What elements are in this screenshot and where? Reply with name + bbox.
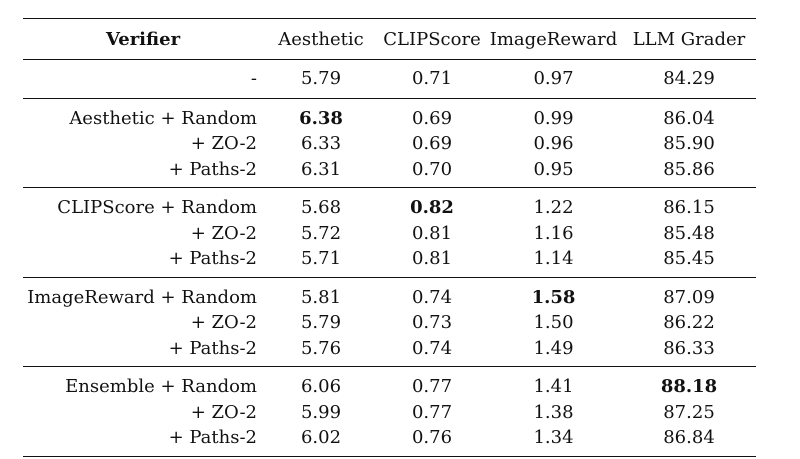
table-row: + ZO-2 5.99 0.77 1.38 87.25 <box>23 400 756 426</box>
results-table: Verifier Aesthetic CLIPScore ImageReward… <box>23 18 756 457</box>
cell-clipscore: 0.81 <box>411 248 453 270</box>
table-row: + Paths-2 6.31 0.70 0.95 85.86 <box>23 157 756 188</box>
table-row: Ensemble + Random 6.06 0.77 1.41 88.18 <box>23 366 756 400</box>
cell-aesthetic: 6.02 <box>263 425 379 457</box>
table-row: + Paths-2 6.02 0.76 1.34 86.84 <box>23 425 756 457</box>
cell-clipscore: 0.74 <box>379 276 485 310</box>
row-label: Ensemble + Random <box>23 366 263 400</box>
header-clipscore: CLIPScore <box>379 18 485 60</box>
cell-aesthetic: 6.33 <box>300 133 342 155</box>
cell-clipscore: 0.77 <box>411 401 453 423</box>
cell-llm-grader: 86.33 <box>663 337 715 359</box>
row-label: + Paths-2 <box>23 425 263 457</box>
cell-aesthetic: 5.79 <box>300 68 342 90</box>
cell-aesthetic: 5.71 <box>300 248 342 270</box>
table-body: - 5.79 0.71 0.97 84.29 Aesthetic + Rando… <box>23 60 756 457</box>
row-label: + ZO-2 <box>190 222 257 244</box>
cell-llm-grader: 87.09 <box>622 276 756 310</box>
cell-imagereward: 1.41 <box>485 366 622 400</box>
table-row: + ZO-2 6.33 0.69 0.96 85.90 <box>23 131 756 157</box>
row-label: CLIPScore + Random <box>23 187 263 221</box>
cell-llm-grader: 85.90 <box>663 133 715 155</box>
header-verifier: Verifier <box>23 18 263 60</box>
row-label: + Paths-2 <box>168 158 257 180</box>
cell-aesthetic: 6.38 <box>263 97 379 131</box>
cell-imagereward: 1.49 <box>533 337 574 359</box>
cell-imagereward: 0.95 <box>533 158 574 180</box>
cell-imagereward: 1.14 <box>533 248 574 270</box>
cell-imagereward: 1.58 <box>485 276 622 310</box>
cell-clipscore: 0.74 <box>411 337 453 359</box>
cell-aesthetic: 5.72 <box>300 222 342 244</box>
cell-llm-grader: 85.86 <box>663 158 715 180</box>
cell-imagereward: 1.34 <box>485 425 622 457</box>
results-table-container: Verifier Aesthetic CLIPScore ImageReward… <box>23 18 756 457</box>
cell-aesthetic: 6.31 <box>300 158 342 180</box>
cell-llm-grader: 86.84 <box>622 425 756 457</box>
table-row: + Paths-2 5.71 0.81 1.14 85.45 <box>23 246 756 277</box>
row-label: ImageReward + Random <box>23 276 263 310</box>
cell-aesthetic: 5.99 <box>300 401 342 423</box>
cell-imagereward: 1.22 <box>485 187 622 221</box>
header-aesthetic: Aesthetic <box>263 18 379 60</box>
cell-clipscore: 0.70 <box>411 158 453 180</box>
row-label: + ZO-2 <box>190 401 257 423</box>
cell-clipscore: 0.76 <box>379 425 485 457</box>
cell-imagereward: 1.38 <box>533 401 574 423</box>
row-label: + ZO-2 <box>190 133 257 155</box>
cell-clipscore: 0.71 <box>411 68 453 90</box>
cell-clipscore: 0.69 <box>411 133 453 155</box>
table-row: + ZO-2 5.79 0.73 1.50 86.22 <box>23 310 756 336</box>
cell-llm-grader: 88.18 <box>622 366 756 400</box>
row-label: + Paths-2 <box>168 248 257 270</box>
cell-llm-grader: 86.22 <box>663 312 715 334</box>
header-llm-grader: LLM Grader <box>622 18 756 60</box>
cell-clipscore: 0.81 <box>411 222 453 244</box>
cell-imagereward: 0.99 <box>485 97 622 131</box>
table-row-baseline: - 5.79 0.71 0.97 84.29 <box>23 60 756 99</box>
cell-llm-grader: 85.48 <box>663 222 715 244</box>
table-row: Aesthetic + Random 6.38 0.69 0.99 86.04 <box>23 97 756 131</box>
header-row: Verifier Aesthetic CLIPScore ImageReward… <box>23 18 756 60</box>
cell-llm-grader: 87.25 <box>663 401 715 423</box>
header-imagereward: ImageReward <box>485 18 622 60</box>
cell-imagereward: 1.50 <box>533 312 574 334</box>
cell-llm-grader: 86.15 <box>622 187 756 221</box>
cell-clipscore: 0.77 <box>379 366 485 400</box>
table-row: CLIPScore + Random 5.68 0.82 1.22 86.15 <box>23 187 756 221</box>
cell-llm-grader: 85.45 <box>663 248 715 270</box>
table-row: + ZO-2 5.72 0.81 1.16 85.48 <box>23 221 756 247</box>
cell-llm-grader: 86.04 <box>622 97 756 131</box>
cell-clipscore: 0.82 <box>379 187 485 221</box>
cell-aesthetic: 5.76 <box>300 337 342 359</box>
row-label: + Paths-2 <box>168 337 257 359</box>
cell-imagereward: 1.16 <box>533 222 574 244</box>
cell-aesthetic: 5.68 <box>263 187 379 221</box>
cell-clipscore: 0.69 <box>379 97 485 131</box>
cell-aesthetic: 5.79 <box>300 312 342 334</box>
cell-llm-grader: 84.29 <box>663 68 715 90</box>
cell-clipscore: 0.73 <box>411 312 453 334</box>
row-label: Aesthetic + Random <box>23 97 263 131</box>
table-row: ImageReward + Random 5.81 0.74 1.58 87.09 <box>23 276 756 310</box>
cell-aesthetic: 5.81 <box>263 276 379 310</box>
row-label: + ZO-2 <box>190 312 257 334</box>
table-row: + Paths-2 5.76 0.74 1.49 86.33 <box>23 336 756 367</box>
cell-aesthetic: 6.06 <box>263 366 379 400</box>
cell-imagereward: 0.96 <box>533 133 574 155</box>
row-label: - <box>250 68 257 90</box>
cell-imagereward: 0.97 <box>533 68 574 90</box>
